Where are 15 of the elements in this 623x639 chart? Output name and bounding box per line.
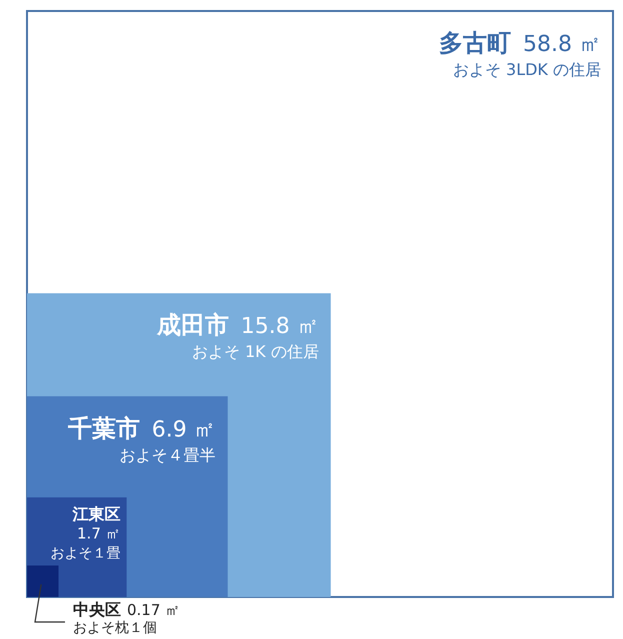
category-label: 千葉市: [66, 414, 140, 442]
category-label: 成田市: [156, 311, 229, 340]
text: およそ枕１個: [73, 620, 157, 636]
category-label: 中央区: [73, 600, 121, 619]
text: およそ４畳半: [120, 445, 216, 464]
data-label: 6.9 ㎡: [152, 417, 216, 442]
category-label: 多古町: [439, 29, 512, 57]
category-label: 江東区: [72, 504, 121, 524]
text: およそ１畳: [50, 545, 121, 562]
data-label: 15.8 ㎡: [240, 314, 319, 340]
data-label: 0.17 ㎡: [127, 601, 180, 619]
text: およそ 3LDK の住居: [452, 60, 601, 79]
text: およそ 1K の住居: [192, 342, 319, 362]
data-label: 58.8 ㎡: [523, 32, 601, 57]
data-label: 1.7 ㎡: [77, 524, 121, 542]
